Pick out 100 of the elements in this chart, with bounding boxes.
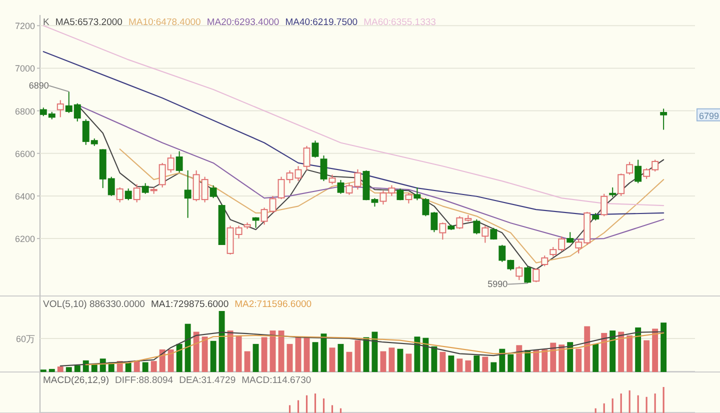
bar	[610, 330, 616, 372]
candlestick	[354, 168, 362, 190]
line-series	[119, 148, 664, 264]
bar	[210, 340, 216, 372]
candlestick	[56, 100, 64, 118]
bar	[372, 332, 378, 372]
bar	[346, 352, 352, 372]
candlestick	[541, 255, 548, 267]
candlestick	[405, 192, 412, 204]
bar	[218, 311, 225, 372]
bar	[516, 345, 522, 372]
bar	[380, 351, 386, 372]
candlestick	[320, 155, 328, 182]
candlestick	[303, 145, 310, 171]
bar	[142, 362, 148, 372]
bar	[456, 358, 463, 372]
bar	[134, 360, 140, 372]
chart-title: VOL(5,10) 886330.0000	[43, 299, 145, 310]
bar	[312, 342, 318, 372]
y-tick-label: 7200	[14, 21, 35, 32]
candlestick	[524, 266, 532, 284]
bar	[57, 366, 64, 372]
bar	[125, 362, 132, 372]
candlestick	[337, 179, 344, 194]
bar	[508, 354, 514, 372]
annotation: 5990	[488, 279, 508, 290]
bar	[474, 356, 480, 372]
bar	[261, 337, 268, 372]
bar	[329, 348, 336, 372]
candlestick	[286, 170, 294, 184]
candlestick	[532, 268, 540, 283]
bar	[193, 332, 200, 372]
bar	[406, 354, 412, 372]
candlestick	[346, 182, 353, 196]
bar	[252, 344, 259, 372]
candlestick	[439, 222, 446, 240]
bar	[644, 340, 650, 372]
bar	[295, 337, 302, 372]
bar	[236, 335, 242, 372]
bar	[278, 330, 284, 372]
y-tick-label: 6200	[14, 234, 35, 244]
bar	[618, 332, 624, 372]
bar	[567, 342, 574, 372]
bar	[227, 330, 234, 372]
chart-title: MACD(26,12,9)	[43, 375, 109, 386]
text: MA2:711596.6000	[234, 299, 312, 310]
y-tick-label: 7000	[14, 64, 35, 74]
ref-line-label: 60万	[16, 334, 35, 344]
candlestick	[660, 108, 668, 130]
candlestick	[116, 186, 124, 203]
candlestick	[473, 218, 480, 235]
bar	[635, 327, 642, 372]
bar	[150, 361, 157, 372]
bar	[440, 352, 446, 372]
bar	[286, 344, 293, 372]
bar	[397, 348, 404, 372]
candlestick	[278, 176, 285, 200]
bar	[524, 350, 531, 372]
bar	[414, 336, 420, 372]
text: MA20:6293.4000	[206, 17, 280, 28]
candlestick	[124, 188, 132, 201]
text: DIFF:88.8094	[115, 375, 174, 386]
text: MA1:729875.6000	[150, 299, 229, 310]
bar	[202, 336, 208, 372]
bar	[465, 360, 472, 372]
candlestick	[184, 170, 192, 218]
candlestick	[618, 173, 625, 196]
bar	[626, 335, 633, 372]
text: MA40:6219.7500	[285, 17, 358, 28]
bar	[584, 326, 590, 372]
candlestick	[210, 184, 217, 199]
bar	[48, 368, 55, 372]
chart-title: K	[43, 17, 50, 28]
bar	[431, 346, 438, 372]
bar	[176, 344, 182, 372]
candlestick	[142, 182, 149, 194]
y-tick-label: 6600	[14, 148, 35, 159]
candlestick	[600, 193, 608, 217]
candlestick	[328, 174, 336, 185]
bar	[74, 365, 80, 372]
text: 6799	[699, 110, 720, 121]
bar	[592, 344, 599, 372]
text: MA5:6573.2000	[55, 17, 122, 28]
bar	[550, 342, 556, 372]
y-tick-label: 6400	[14, 191, 35, 202]
bar	[558, 344, 565, 372]
candlestick	[252, 216, 260, 228]
text: MA60:6355.1333	[364, 17, 436, 28]
bar	[338, 344, 344, 372]
bar	[601, 332, 608, 372]
candlestick	[294, 166, 302, 182]
candlestick	[482, 225, 489, 244]
bar	[168, 349, 174, 372]
candlestick	[133, 184, 140, 203]
text: MACD:114.6730	[242, 375, 312, 386]
bar	[542, 349, 548, 372]
bar	[354, 340, 361, 372]
candlestick	[312, 140, 319, 158]
bar	[304, 337, 310, 372]
candlestick	[626, 161, 634, 176]
